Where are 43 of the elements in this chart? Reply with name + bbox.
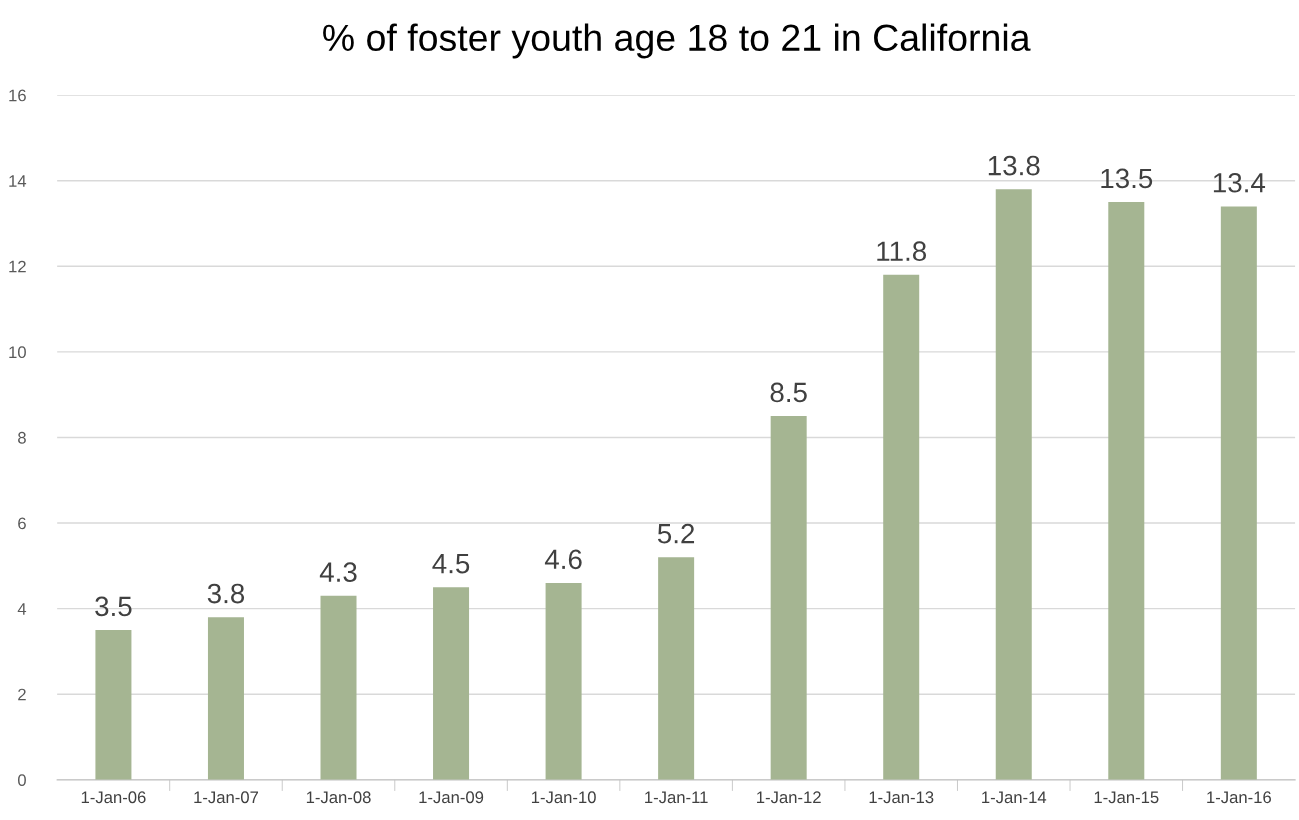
y-tick-label: 14 bbox=[9, 175, 27, 187]
data-label: 4.6 bbox=[544, 549, 582, 570]
y-tick-label: 2 bbox=[18, 688, 26, 701]
y-tick-label: 12 bbox=[9, 260, 26, 273]
y-tick-label: 4 bbox=[17, 603, 27, 615]
x-tick-label: 1-Jan-09 bbox=[419, 791, 484, 804]
bar bbox=[883, 274, 920, 780]
bar bbox=[433, 587, 470, 780]
y-tick-label: 10 bbox=[9, 346, 26, 359]
y-tick-label: 0 bbox=[17, 774, 26, 787]
y-tick-label: 6 bbox=[18, 517, 26, 530]
bar bbox=[995, 189, 1032, 780]
y-tick-label: 16 bbox=[9, 89, 26, 102]
x-tick-label: 1-Jan-15 bbox=[1094, 791, 1159, 804]
bar bbox=[770, 416, 807, 780]
bar bbox=[207, 617, 244, 780]
bar bbox=[545, 582, 582, 780]
x-tick-label: 1-Jan-07 bbox=[194, 791, 259, 804]
chart-title: % of foster youth age 18 to 21 in California bbox=[323, 23, 1031, 59]
bar bbox=[95, 630, 132, 780]
data-label: 4.5 bbox=[432, 554, 470, 574]
x-tick-label: 1-Jan-14 bbox=[982, 791, 1047, 804]
x-tick-label: 1-Jan-06 bbox=[81, 791, 146, 804]
data-label: 13.8 bbox=[988, 155, 1040, 176]
bar bbox=[658, 557, 695, 780]
bar bbox=[320, 595, 357, 780]
x-tick-label: 1-Jan-10 bbox=[531, 791, 596, 804]
data-label: 8.5 bbox=[770, 382, 807, 403]
x-tick-label: 1-Jan-13 bbox=[869, 791, 934, 804]
data-label: 5.2 bbox=[657, 523, 695, 544]
x-tick-label: 1-Jan-11 bbox=[645, 791, 708, 804]
bar bbox=[1220, 206, 1257, 780]
data-label: 4.3 bbox=[319, 562, 357, 582]
x-tick-label: 1-Jan-16 bbox=[1207, 791, 1271, 804]
data-label: 3.5 bbox=[95, 596, 132, 617]
x-tick-label: 1-Jan-12 bbox=[757, 791, 821, 804]
data-label: 11.8 bbox=[877, 241, 927, 262]
x-tick-label: 1-Jan-08 bbox=[306, 791, 371, 804]
bar bbox=[1108, 202, 1145, 780]
y-tick-label: 8 bbox=[18, 431, 26, 444]
data-label: 13.5 bbox=[1101, 168, 1153, 189]
data-label: 3.8 bbox=[207, 583, 245, 604]
data-label: 13.4 bbox=[1213, 172, 1266, 193]
